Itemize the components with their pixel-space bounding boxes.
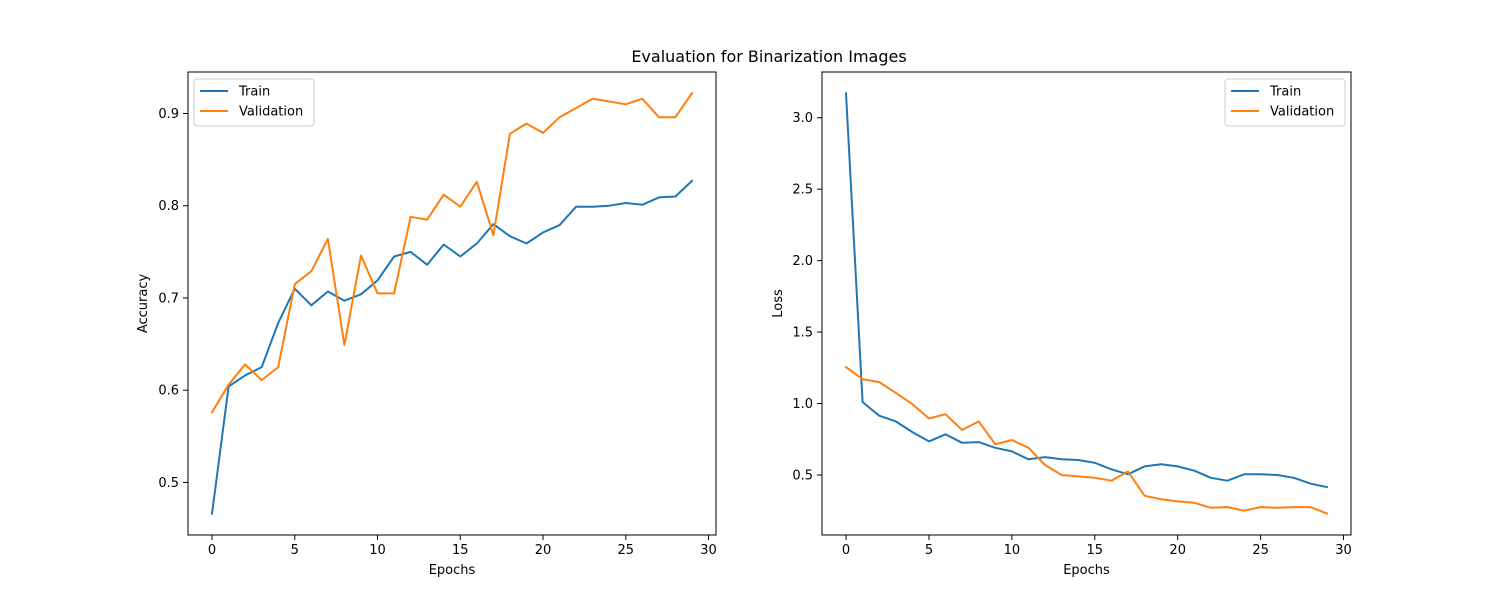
legend-label-validation: Validation — [239, 105, 303, 120]
x-axis-label: Epochs — [429, 563, 476, 578]
y-tick-label: 0.9 — [158, 107, 179, 122]
x-tick-label: 25 — [1252, 543, 1269, 558]
y-tick-label: 0.8 — [158, 199, 179, 214]
legend-label-validation: Validation — [1270, 105, 1334, 120]
legend-label-train: Train — [238, 85, 270, 100]
x-tick-label: 25 — [618, 543, 635, 558]
x-tick-label: 0 — [208, 543, 216, 558]
y-axis-label: Accuracy — [136, 274, 151, 334]
x-tick-label: 15 — [452, 543, 469, 558]
x-tick-label: 20 — [535, 543, 552, 558]
y-tick-label: 1.5 — [792, 326, 813, 341]
y-tick-label: 0.5 — [792, 468, 813, 483]
x-tick-label: 0 — [842, 543, 850, 558]
figure-title: Evaluation for Binarization Images — [631, 47, 907, 66]
loss-subplot: 0 5 10 15 20 25 30 0.5 1.0 1.5 2.0 2.5 3.0 Epochs Loss… — [771, 71, 1352, 578]
y-axis-label: Loss — [771, 289, 786, 318]
series-line-train — [210, 179, 694, 515]
x-tick-label: 30 — [1335, 543, 1352, 558]
legend: Train Validation — [1224, 78, 1346, 127]
x-axis-label: Epochs — [1063, 563, 1110, 578]
series-line-validation — [844, 365, 1329, 515]
legend-label-train: Train — [1269, 85, 1301, 100]
y-tick-label: 2.5 — [792, 183, 813, 198]
x-tick-label: 10 — [1004, 543, 1021, 558]
y-tick-label: 1.0 — [792, 397, 813, 412]
x-tick-label: 15 — [1087, 543, 1104, 558]
series-line-validation — [210, 91, 694, 414]
legend: Train Validation — [193, 78, 315, 127]
series-line-train — [844, 92, 1329, 489]
x-tick-label: 5 — [925, 543, 933, 558]
x-tick-label: 5 — [291, 543, 299, 558]
y-tick-label: 3.0 — [792, 111, 813, 126]
y-tick-label: 0.6 — [158, 384, 179, 399]
axes-frame — [187, 71, 717, 536]
y-tick-label: 0.7 — [158, 291, 179, 306]
axes-frame — [821, 71, 1352, 536]
x-tick-label: 20 — [1169, 543, 1186, 558]
y-tick-label: 2.0 — [792, 254, 813, 269]
accuracy-subplot: 0 5 10 15 20 25 30 0.5 0.6 0.7 0.8 0.9 Epochs Accurac… — [136, 71, 717, 578]
x-tick-label: 30 — [700, 543, 717, 558]
x-tick-label: 10 — [369, 543, 386, 558]
y-tick-label: 0.5 — [158, 476, 179, 491]
